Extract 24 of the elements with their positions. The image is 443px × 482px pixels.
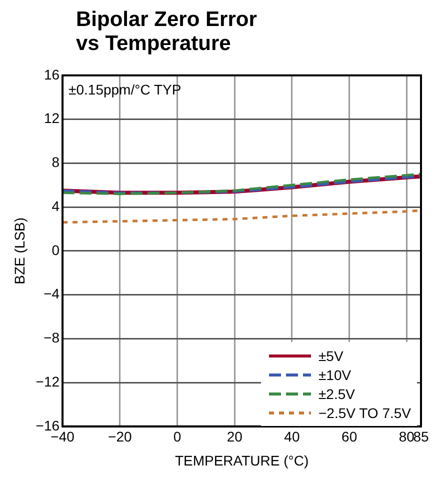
y-tick-label: −12	[36, 373, 60, 390]
x-tick-label: −20	[108, 428, 132, 445]
y-axis-title: BZE (LSB)	[11, 217, 28, 284]
y-tick-label: −16	[36, 417, 60, 434]
y-tick-label: −4	[44, 286, 60, 302]
legend-label: ±10V	[318, 366, 352, 382]
x-tick-label: 85	[413, 428, 429, 445]
x-tick-label: 80	[398, 428, 415, 445]
annotation: ±0.15ppm/°C TYP	[68, 81, 182, 98]
x-tick-label: 40	[284, 428, 300, 445]
chart-title: Bipolar Zero Error vs Temperature	[76, 8, 258, 56]
y-tick-label: −8	[44, 330, 60, 346]
x-tick-label: 20	[226, 428, 243, 445]
legend-label: ±2.5V	[318, 386, 355, 402]
y-tick-label: 8	[52, 154, 60, 170]
x-axis-title: TEMPERATURE (°C)	[174, 452, 309, 468]
legend-label: −2.5V TO 7.5V	[318, 404, 411, 420]
y-tick-label: 0	[52, 242, 60, 258]
x-tick-label: 0	[173, 428, 182, 445]
y-tick-label: 4	[52, 198, 60, 214]
y-tick-label: 16	[44, 66, 60, 82]
legend-label: ±5V	[318, 348, 344, 364]
y-tick-label: 12	[44, 110, 60, 126]
x-tick-label: 60	[342, 428, 358, 445]
